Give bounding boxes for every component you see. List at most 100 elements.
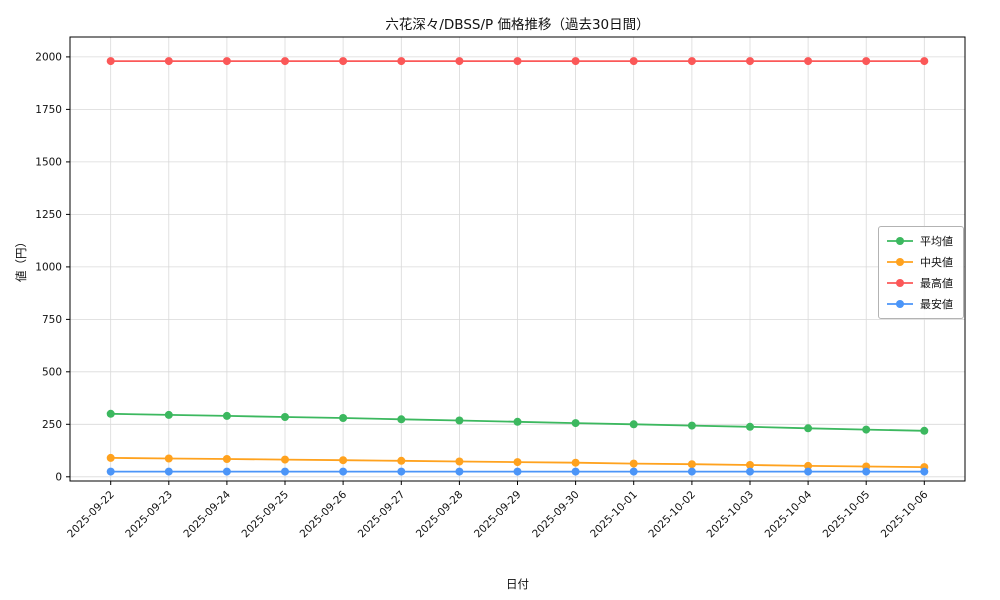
- legend-marker-icon: [887, 300, 913, 308]
- data-point: [804, 467, 813, 476]
- data-point: [746, 467, 754, 476]
- y-tick-label: 1250: [35, 209, 62, 221]
- data-point: [920, 426, 929, 435]
- data-point: [455, 416, 464, 425]
- y-axis-label: 値（円）: [14, 236, 28, 282]
- legend-label: 平均値: [920, 235, 953, 248]
- data-point: [920, 467, 929, 476]
- data-point: [687, 467, 696, 476]
- y-tick-label: 250: [42, 419, 62, 431]
- data-point: [281, 413, 289, 421]
- series-min: [106, 467, 929, 476]
- data-point: [804, 461, 813, 470]
- legend-marker-icon: [887, 237, 913, 245]
- x-tick-label: 2025-10-03: [704, 489, 756, 541]
- data-point: [281, 467, 289, 476]
- legend-item-average: 平均値: [886, 233, 953, 249]
- data-point: [222, 57, 231, 66]
- data-point: [571, 419, 580, 428]
- series-average: [106, 409, 929, 435]
- data-point: [339, 414, 348, 422]
- x-tick-label: 2025-09-28: [414, 489, 466, 541]
- series-median: [106, 453, 929, 472]
- data-point: [862, 425, 871, 434]
- x-tick-label: 2025-09-29: [472, 489, 524, 541]
- data-point: [571, 57, 580, 66]
- legend-item-max: 最高値: [886, 275, 953, 291]
- x-tick-label: 2025-10-06: [879, 488, 931, 540]
- y-tick-label: 1500: [35, 156, 62, 168]
- y-tick-label: 500: [42, 366, 62, 378]
- data-point: [746, 461, 754, 469]
- y-tick-label: 1750: [35, 104, 62, 116]
- data-point: [106, 409, 115, 418]
- data-point: [397, 57, 406, 66]
- data-point: [513, 57, 522, 66]
- y-tick-label: 0: [55, 471, 62, 483]
- x-tick-label: 2025-09-27: [356, 489, 408, 541]
- data-point: [339, 467, 348, 476]
- data-point: [629, 57, 638, 66]
- data-point: [281, 455, 289, 464]
- data-point: [397, 415, 406, 424]
- data-point: [455, 457, 464, 466]
- legend: 平均値中央値最高値最安値: [878, 226, 964, 319]
- data-point: [164, 57, 173, 66]
- data-point: [513, 458, 522, 467]
- data-point: [629, 459, 638, 468]
- legend-label: 中央値: [920, 256, 953, 269]
- data-point: [746, 422, 754, 431]
- x-tick-label: 2025-10-05: [821, 489, 873, 541]
- data-point: [164, 454, 173, 463]
- gridlines: [70, 37, 965, 481]
- legend-label: 最安値: [920, 298, 953, 311]
- x-tick-label: 2025-09-22: [65, 489, 117, 541]
- data-point: [281, 57, 289, 66]
- data-point: [106, 453, 115, 462]
- data-point: [687, 460, 696, 469]
- data-point: [804, 424, 813, 433]
- data-point: [222, 467, 231, 476]
- data-point: [513, 467, 522, 476]
- legend-item-min: 最安値: [886, 296, 953, 312]
- x-tick-label: 2025-09-26: [298, 488, 350, 540]
- legend-marker-icon: [887, 258, 913, 266]
- data-point: [804, 57, 813, 66]
- data-point: [513, 417, 522, 426]
- data-point: [222, 411, 231, 420]
- x-tick-label: 2025-10-04: [763, 488, 815, 540]
- x-tick-label: 2025-09-23: [123, 489, 175, 541]
- data-point: [164, 467, 173, 476]
- data-point: [397, 467, 406, 476]
- data-point: [571, 458, 580, 467]
- chart-title: 六花深々/DBSS/P 価格推移（過去30日間）: [385, 17, 650, 33]
- legend-label: 最高値: [920, 277, 953, 290]
- y-tick-label: 2000: [35, 51, 62, 63]
- data-point: [106, 467, 115, 476]
- x-tick-label: 2025-09-25: [239, 489, 291, 541]
- data-point: [629, 467, 638, 476]
- data-point: [746, 57, 754, 66]
- data-point: [687, 57, 696, 66]
- x-tick-label: 2025-10-02: [646, 489, 698, 541]
- data-point: [164, 410, 173, 419]
- data-point: [862, 467, 871, 476]
- x-axis-ticks: 2025-09-22 2025-09-23 2025-09-24 2025-09-25…: [65, 481, 931, 541]
- y-tick-label: 1000: [35, 261, 62, 273]
- data-point: [397, 456, 406, 465]
- data-point: [339, 456, 348, 465]
- data-point: [629, 420, 638, 429]
- x-tick-label: 2025-09-30: [530, 489, 582, 541]
- y-tick-label: 750: [42, 314, 62, 326]
- data-point: [106, 57, 115, 66]
- data-point: [222, 455, 231, 463]
- data-point: [571, 467, 580, 476]
- x-axis-label: 日付: [506, 577, 529, 591]
- data-point: [339, 57, 348, 66]
- data-point: [455, 467, 464, 476]
- legend-item-median: 中央値: [886, 254, 953, 270]
- x-tick-label: 2025-09-24: [181, 488, 233, 540]
- y-axis-ticks: 0 250 500 750 1000 1250 1500 1750 2000: [35, 51, 70, 483]
- data-point: [862, 57, 871, 66]
